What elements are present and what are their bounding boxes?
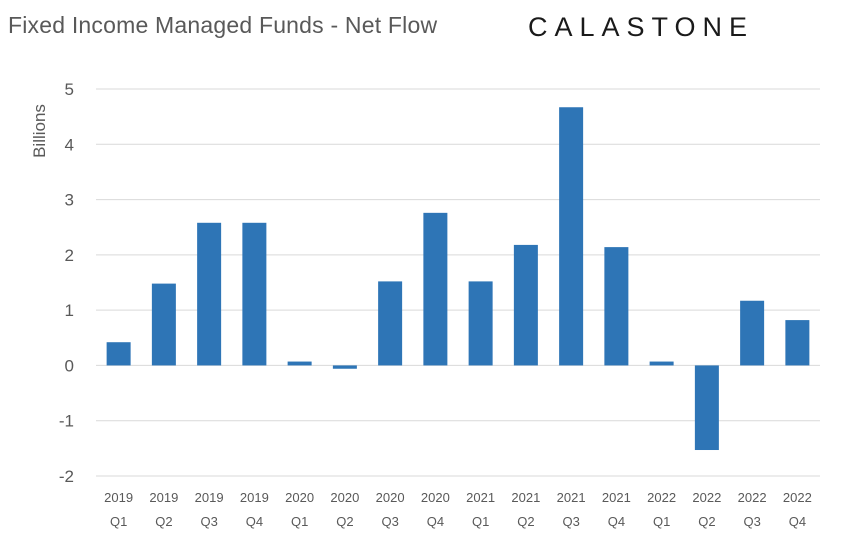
bar: [513, 244, 538, 366]
bar: [694, 365, 719, 451]
x-tick-label-quarter: Q4: [608, 514, 625, 529]
calastone-logo-text: CALASTONE: [528, 12, 754, 42]
y-tick-label: -1: [59, 412, 74, 431]
bar: [740, 300, 765, 366]
x-tick-label-quarter: Q2: [517, 514, 534, 529]
x-tick-label-year: 2019: [195, 490, 224, 505]
x-tick-label-quarter: Q2: [155, 514, 172, 529]
x-tick-label-year: 2020: [285, 490, 314, 505]
y-tick-label: 3: [65, 191, 74, 210]
x-tick-label-quarter: Q1: [291, 514, 308, 529]
x-tick-label-year: 2022: [647, 490, 676, 505]
y-tick-label: 2: [65, 246, 74, 265]
x-tick-label-quarter: Q3: [200, 514, 217, 529]
y-tick-label: 5: [65, 80, 74, 99]
y-tick-label: 1: [65, 301, 74, 320]
x-tick-label-year: 2019: [240, 490, 269, 505]
x-tick-label-year: 2019: [104, 490, 133, 505]
bar: [468, 281, 493, 366]
calastone-logo: CALASTONE: [528, 12, 754, 42]
bar: [423, 212, 448, 366]
x-tick-label-quarter: Q4: [789, 514, 806, 529]
bar: [604, 247, 629, 366]
bar: [378, 281, 403, 366]
x-tick-label-quarter: Q4: [246, 514, 263, 529]
bar: [197, 222, 222, 366]
x-tick-label-quarter: Q2: [336, 514, 353, 529]
x-tick-label-quarter: Q1: [110, 514, 127, 529]
x-tick-label-year: 2021: [602, 490, 631, 505]
chart-title: Fixed Income Managed Funds - Net Flow: [8, 12, 438, 38]
y-tick-label: 0: [65, 356, 74, 375]
x-tick-label-year: 2022: [738, 490, 767, 505]
y-tick-label: 4: [65, 135, 74, 154]
x-tick-label-year: 2020: [421, 490, 450, 505]
x-tick-label-year: 2020: [330, 490, 359, 505]
x-tick-label-quarter: Q1: [472, 514, 489, 529]
bar: [106, 342, 131, 366]
bar: [287, 361, 312, 366]
x-tick-label-quarter: Q3: [381, 514, 398, 529]
x-tick-label-year: 2021: [557, 490, 586, 505]
x-tick-label-year: 2022: [692, 490, 721, 505]
bar: [242, 222, 267, 366]
x-tick-label-year: 2021: [511, 490, 540, 505]
x-tick-label-quarter: Q3: [562, 514, 579, 529]
bar: [785, 320, 810, 366]
x-tick-label-year: 2019: [149, 490, 178, 505]
x-tick-label-year: 2022: [783, 490, 812, 505]
bar: [649, 361, 674, 366]
y-tick-label: -2: [59, 467, 74, 486]
x-tick-label-quarter: Q3: [743, 514, 760, 529]
bar: [559, 107, 584, 366]
x-tick-label-quarter: Q1: [653, 514, 670, 529]
y-axis-title: Billions: [30, 104, 49, 158]
bar: [151, 283, 176, 366]
x-tick-label-quarter: Q4: [427, 514, 444, 529]
x-tick-label-year: 2020: [376, 490, 405, 505]
x-tick-label-year: 2021: [466, 490, 495, 505]
x-tick-label-quarter: Q2: [698, 514, 715, 529]
bar: [332, 365, 357, 369]
